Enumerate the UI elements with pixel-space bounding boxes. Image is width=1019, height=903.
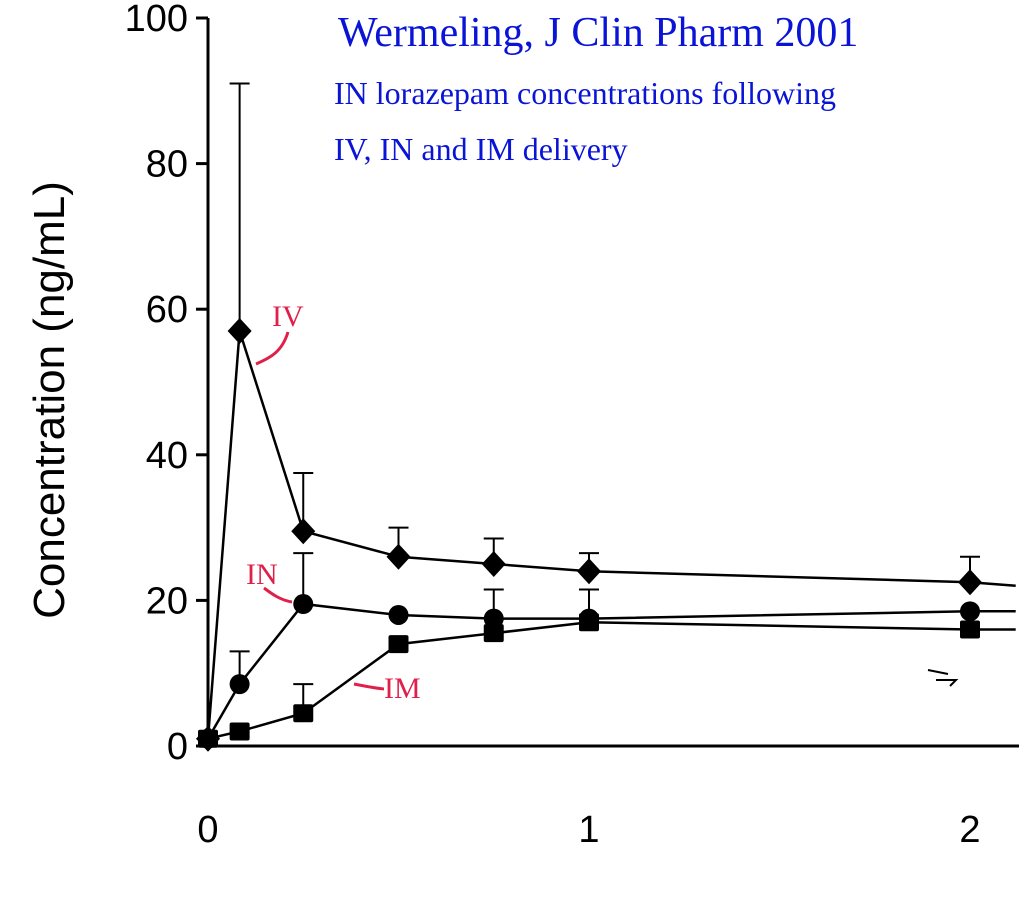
series-label-im: IM bbox=[384, 672, 421, 705]
axes: 0 20 40 60 80 100 0 1 2 bbox=[125, 0, 1019, 851]
y-axis-label: Concentration (ng/mL) bbox=[25, 181, 74, 619]
point-iv bbox=[386, 543, 411, 570]
chart-subtitle-line-2: IV, IN and IM delivery bbox=[334, 131, 628, 167]
y-tick-label: 60 bbox=[146, 289, 188, 331]
point-im bbox=[229, 722, 250, 741]
x-tick-label: 0 bbox=[197, 809, 218, 851]
iv-callout-stroke bbox=[255, 331, 290, 366]
x-tick-label: 2 bbox=[959, 809, 980, 851]
y-tick-label: 20 bbox=[146, 580, 188, 622]
point-in bbox=[388, 604, 409, 625]
series-line-in bbox=[206, 602, 1016, 740]
point-iv bbox=[577, 558, 601, 585]
y-tick-label: 80 bbox=[146, 144, 188, 186]
y-tick-label: 100 bbox=[125, 0, 188, 40]
point-iv bbox=[291, 518, 316, 545]
arrow-mark-icon bbox=[927, 669, 959, 687]
x-tick-label: 1 bbox=[578, 809, 599, 851]
y-tick-label: 0 bbox=[167, 726, 188, 768]
chart-title: Wermeling, J Clin Pharm 2001 bbox=[338, 10, 858, 56]
point-in bbox=[229, 674, 250, 695]
series-line-iv bbox=[206, 330, 1016, 739]
series-lines bbox=[206, 330, 1016, 740]
series-line-im bbox=[207, 620, 1016, 740]
point-iv bbox=[481, 551, 506, 577]
y-tick-label: 40 bbox=[146, 435, 188, 477]
series-label-iv: IV bbox=[272, 300, 304, 333]
in-callout-stroke bbox=[263, 586, 293, 604]
point-in bbox=[483, 608, 504, 629]
series-label-in: IN bbox=[246, 558, 278, 591]
point-iv bbox=[958, 569, 982, 596]
point-in bbox=[960, 601, 980, 622]
point-im bbox=[483, 624, 504, 643]
point-im bbox=[388, 635, 409, 654]
point-iv bbox=[227, 318, 252, 345]
point-in bbox=[293, 594, 314, 615]
point-im bbox=[293, 704, 314, 723]
data-markers bbox=[196, 318, 982, 752]
chart-subtitle-line-1: IN lorazepam concentrations following bbox=[334, 75, 836, 111]
point-im bbox=[579, 613, 599, 632]
series-annotations: IV IN IM bbox=[246, 300, 421, 705]
im-callout-stroke bbox=[353, 682, 385, 691]
point-im bbox=[960, 620, 980, 639]
point-im bbox=[198, 729, 218, 748]
